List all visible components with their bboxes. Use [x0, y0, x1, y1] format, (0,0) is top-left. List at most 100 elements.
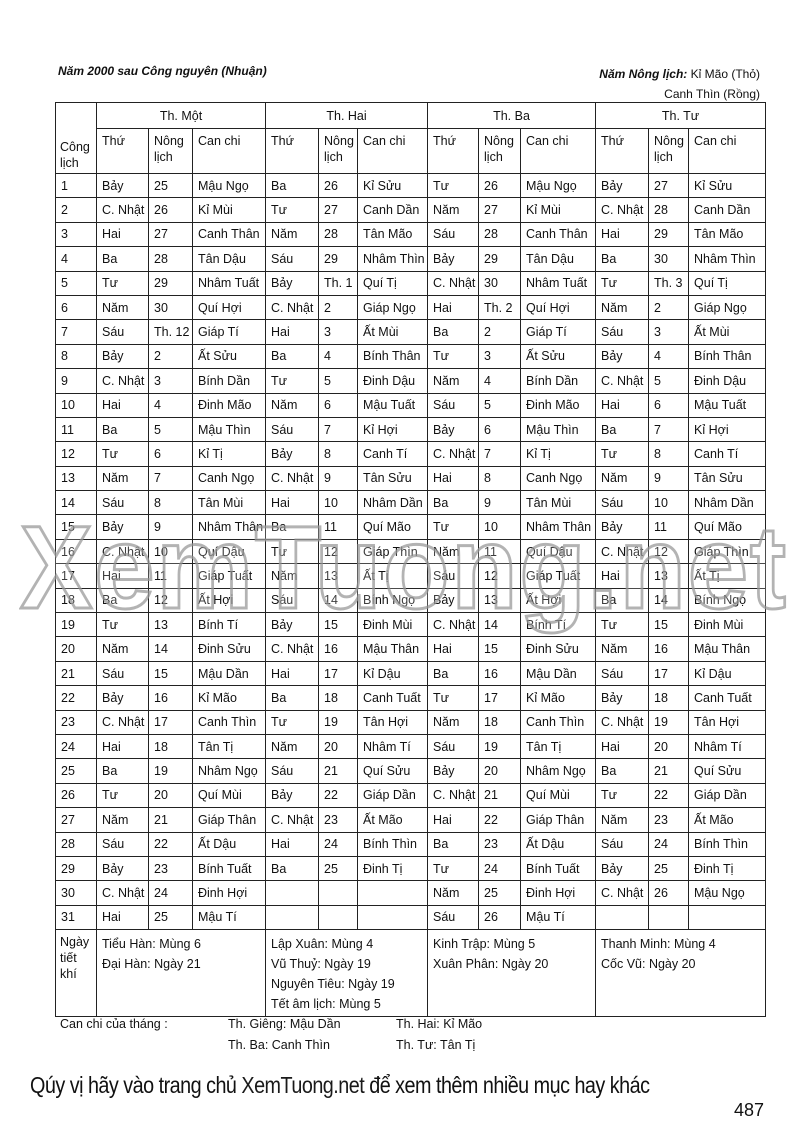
table-row: 14 Sáu 8 Tân Mùi Hai 10 Nhâm Dần Ba 9 Tân Mùi Sáu 1… — [55, 490, 767, 516]
cell-weekday: Hai — [96, 733, 149, 760]
cell-can-chi: Ất Dậu — [520, 831, 597, 857]
cell-lunar-day: 2 — [318, 294, 359, 321]
cell-day: 16 — [55, 538, 97, 565]
cell-can-chi: Giáp Tuất — [191, 563, 267, 589]
cell-lunar-day: 21 — [648, 758, 690, 784]
cell-lunar-day: 19 — [148, 758, 193, 784]
table-row: 21 Sáu 15 Mậu Dần Hai 17 Kỉ Dậu Ba 16 Mậu Dần Sáu 1… — [55, 660, 767, 687]
cell-can-chi: Quí Sửu — [357, 758, 429, 784]
cell-lunar-day: Th. 1 — [318, 270, 359, 296]
cell-can-chi: Giáp Ngọ — [357, 294, 429, 321]
cell-lunar-day: 28 — [318, 221, 359, 248]
cell-weekday: Tư — [427, 855, 480, 882]
cell-lunar-day: 21 — [318, 758, 359, 784]
cell-lunar-day: 29 — [648, 221, 690, 248]
table-row: 12 Tư 6 Kỉ Tị Bảy 8 Canh Tí C. Nhật 7 Kỉ Tị Tư 8 Can… — [55, 441, 767, 467]
cell-can-chi: Đinh Mùi — [357, 612, 429, 638]
cell-can-chi: Nhâm Tuất — [191, 270, 267, 296]
cell-day: 29 — [55, 855, 97, 882]
cell-can-chi: Kỉ Dậu — [688, 660, 767, 687]
cell-weekday: Tư — [265, 709, 320, 735]
cell-lunar-day: 26 — [148, 197, 193, 223]
cell-lunar-day: 22 — [478, 807, 522, 833]
cell-weekday: Năm — [427, 880, 480, 906]
cell-weekday: Hai — [427, 636, 480, 662]
cell-lunar-day: 24 — [318, 831, 359, 857]
cell-weekday: C. Nhật — [427, 612, 480, 638]
month-header: Th. Hai — [265, 102, 429, 129]
cell-weekday — [265, 904, 320, 931]
cell-can-chi: Kỉ Mùi — [191, 197, 267, 223]
cell-lunar-day: 9 — [148, 514, 193, 540]
cell-can-chi: Đinh Mùi — [688, 612, 767, 638]
cell-lunar-day: 26 — [478, 172, 522, 199]
table-row: 23 C. Nhật 17 Canh Thìn Tư 19 Tân Hợi Năm 18 Canh… — [55, 709, 767, 735]
cell-weekday: C. Nhật — [265, 636, 320, 662]
cell-can-chi: Ất Tị — [357, 563, 429, 589]
cell-can-chi: Giáp Thìn — [357, 538, 429, 565]
cell-lunar-day: 7 — [478, 441, 522, 467]
cell-can-chi: Quí Mùi — [191, 782, 267, 809]
table-row: 26 Tư 20 Quí Mùi Bảy 22 Giáp Dần C. Nhật 21 Quí M… — [55, 782, 767, 809]
cell-lunar-day: 19 — [318, 709, 359, 735]
month-header: Th. Tư — [595, 102, 767, 129]
cell-can-chi: Ất Sửu — [191, 343, 267, 370]
tiet-khi-item: Tiểu Hàn: Mùng 6 — [102, 937, 201, 952]
cell-lunar-day: 25 — [318, 855, 359, 882]
cell-can-chi: Mậu Tí — [520, 904, 597, 931]
cell-can-chi: Ất Hợi — [191, 587, 267, 614]
cell-can-chi: Bính Dần — [191, 368, 267, 394]
cell-weekday: Năm — [96, 807, 149, 833]
cell-lunar-day: 25 — [148, 904, 193, 931]
cell-day: 21 — [55, 660, 97, 687]
cell-day: 27 — [55, 807, 97, 833]
cell-lunar-day: 23 — [648, 807, 690, 833]
cell-lunar-day: 13 — [478, 587, 522, 614]
cell-can-chi: Tân Sửu — [357, 465, 429, 492]
cell-weekday: C. Nhật — [96, 709, 149, 735]
cell-day: 18 — [55, 587, 97, 614]
cell-can-chi: Canh Ngọ — [520, 465, 597, 492]
can-chi-item: Th. Tư: Tân Tị — [396, 1038, 476, 1052]
cell-can-chi: Đinh Tị — [357, 855, 429, 882]
cell-lunar-day: 5 — [648, 368, 690, 394]
cell-can-chi: Tân Dậu — [191, 246, 267, 272]
cell-lunar-day: 5 — [318, 368, 359, 394]
cell-can-chi: Bính Thìn — [357, 831, 429, 857]
cell-weekday: Tư — [427, 343, 480, 370]
cell-can-chi: Tân Mùi — [520, 490, 597, 516]
cell-lunar-day: 27 — [318, 197, 359, 223]
cell-can-chi: Kỉ Hợi — [688, 416, 767, 443]
table-row: 20 Năm 14 Đinh Sửu C. Nhật 16 Mậu Thân Hai 15 Đin… — [55, 636, 767, 662]
can-chi-item: Th. Giêng: Mậu Dần — [228, 1017, 341, 1031]
cell-weekday: Năm — [96, 294, 149, 321]
cell-weekday: Bảy — [595, 685, 650, 711]
cell-day: 28 — [55, 831, 97, 857]
tiet-khi-item: Đại Hàn: Ngày 21 — [102, 957, 201, 972]
lunar-year-2: Canh Thìn (Rồng) — [664, 87, 760, 101]
tiet-khi-item: Tết âm lịch: Mùng 5 — [271, 997, 381, 1012]
cell-lunar-day — [318, 904, 359, 931]
can-chi-thang: Can chi của tháng : Th. Giêng: Mậu Dần T… — [60, 1014, 482, 1052]
cell-day: 9 — [55, 368, 97, 394]
cell-can-chi: Nhâm Dần — [357, 490, 429, 516]
cell-can-chi: Mậu Dần — [520, 660, 597, 687]
cell-can-chi — [688, 904, 767, 931]
cell-lunar-day: 20 — [478, 758, 522, 784]
cell-can-chi: Tân Sửu — [688, 465, 767, 492]
cell-weekday: Năm — [265, 733, 320, 760]
cell-lunar-day: 12 — [648, 538, 690, 565]
lunar-year-heading: Năm Nông lịch: Kỉ Mão (Thỏ) Canh Thìn (R… — [599, 64, 760, 104]
cell-can-chi: Kỉ Hợi — [357, 416, 429, 443]
cell-can-chi: Nhâm Thân — [520, 514, 597, 540]
cell-weekday: Ba — [427, 490, 480, 516]
cell-can-chi: Kỉ Sửu — [688, 172, 767, 199]
tiet-khi-row: Ngày tiết khí Tiểu Hàn: Mùng 6 Đại Hàn: Ng… — [55, 929, 767, 1018]
cell-lunar-day: 26 — [318, 172, 359, 199]
cell-can-chi: Ất Sửu — [520, 343, 597, 370]
cell-can-chi: Quí Hợi — [520, 294, 597, 321]
cell-day: 2 — [55, 197, 97, 223]
cell-weekday: Ba — [265, 685, 320, 711]
cell-weekday: Ba — [595, 758, 650, 784]
footer-brand-link[interactable]: XemTuong.net — [241, 1072, 365, 1098]
